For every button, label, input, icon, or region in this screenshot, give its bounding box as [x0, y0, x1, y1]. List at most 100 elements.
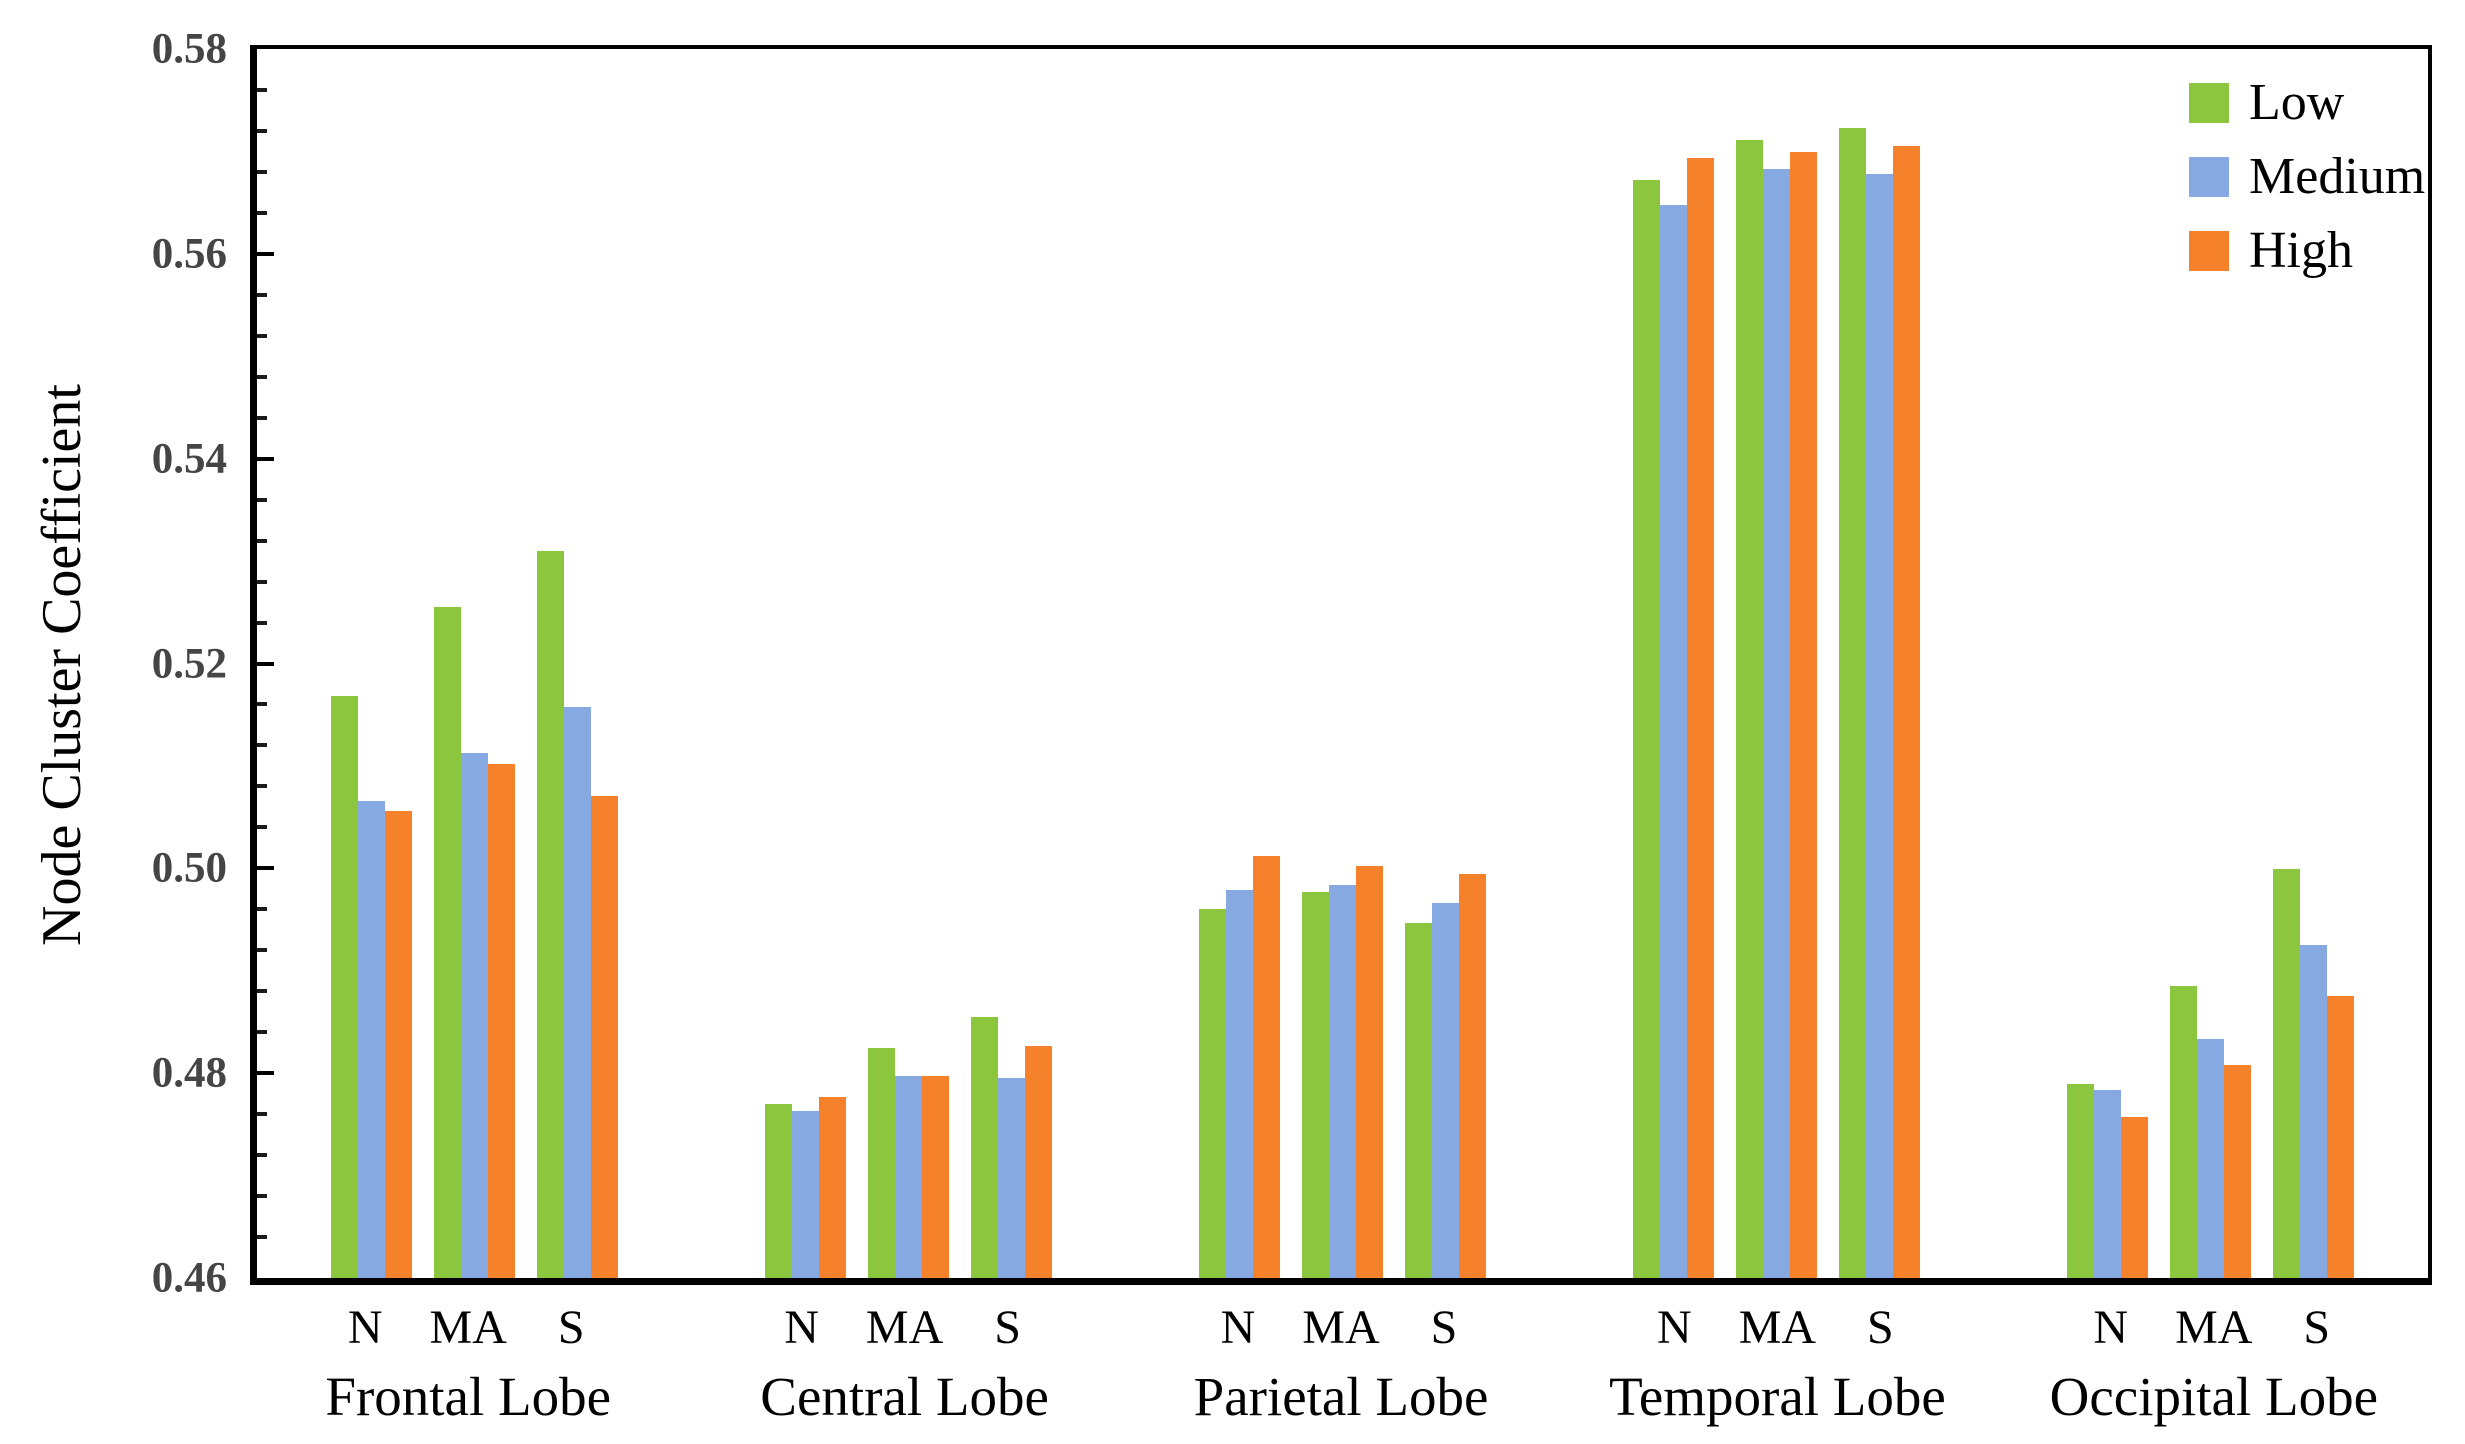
bar-frontal-lobe-n-low — [330, 696, 358, 1278]
legend-item-high: High — [2189, 225, 2425, 277]
sub-label-frontal-lobe-ma: MA — [429, 1301, 507, 1354]
minor-tick-0.476 — [257, 1112, 267, 1117]
bar-frontal-lobe-ma-medium — [460, 752, 488, 1278]
subgroup-temporal-lobe-n — [1633, 49, 1715, 1278]
group-central-lobe — [764, 49, 1052, 1278]
bar-groups — [257, 49, 2428, 1278]
sub-label-occipital-lobe-s: S — [2303, 1301, 2331, 1354]
bar-central-lobe-ma-low — [867, 1047, 895, 1278]
bar-occipital-lobe-n-low — [2067, 1084, 2095, 1278]
minor-tick-0.488 — [257, 989, 267, 994]
major-tick-0.520 — [257, 661, 274, 666]
major-tick-0.560 — [257, 251, 274, 256]
bar-occipital-lobe-ma-low — [2170, 986, 2198, 1278]
minor-tick-0.516 — [257, 702, 267, 707]
bar-occipital-lobe-n-medium — [2094, 1089, 2122, 1278]
subgroup-parietal-lobe-ma — [1301, 49, 1383, 1278]
bar-parietal-lobe-ma-medium — [1328, 884, 1356, 1278]
minor-tick-0.484 — [257, 1030, 267, 1035]
bar-temporal-lobe-n-medium — [1660, 204, 1688, 1278]
bar-parietal-lobe-s-low — [1404, 922, 1432, 1278]
bar-frontal-lobe-ma-high — [487, 763, 515, 1278]
legend-item-low: Low — [2189, 77, 2425, 129]
bar-occipital-lobe-s-medium — [2300, 945, 2328, 1278]
group-label-temporal-lobe: Temporal Lobe — [1609, 1366, 1946, 1427]
sub-label-parietal-lobe-n: N — [1220, 1301, 1256, 1354]
bar-frontal-lobe-n-medium — [357, 800, 385, 1278]
subgroup-central-lobe-s — [970, 49, 1052, 1278]
major-tick-0.540 — [257, 456, 274, 461]
minor-tick-0.568 — [257, 169, 267, 174]
y-tick-label-0.58: 0.58 — [151, 25, 227, 73]
y-tick-label-0.48: 0.48 — [151, 1049, 227, 1097]
bar-frontal-lobe-ma-low — [433, 607, 461, 1278]
group-frontal-lobe — [330, 49, 618, 1278]
bar-frontal-lobe-s-low — [536, 550, 564, 1278]
y-tick-label-0.46: 0.46 — [151, 1254, 227, 1302]
legend-label-medium: Medium — [2249, 148, 2426, 205]
group-label-central-lobe: Central Lobe — [760, 1366, 1049, 1427]
subgroup-central-lobe-ma — [867, 49, 949, 1278]
minor-tick-0.544 — [257, 415, 267, 420]
y-tick-label-0.52: 0.52 — [151, 640, 227, 687]
bar-frontal-lobe-n-high — [384, 810, 412, 1278]
minor-tick-0.492 — [257, 948, 267, 953]
sub-labels-parietal-lobe: N MA S — [1197, 1300, 1484, 1355]
minor-tick-0.552 — [257, 333, 267, 338]
bar-parietal-lobe-n-low — [1198, 909, 1226, 1278]
sub-label-parietal-lobe-s: S — [1430, 1301, 1458, 1354]
subgroup-parietal-lobe-s — [1404, 49, 1486, 1278]
bar-parietal-lobe-ma-high — [1355, 866, 1383, 1278]
minor-tick-0.472 — [257, 1153, 267, 1158]
low-swatch-icon — [2189, 83, 2229, 123]
minor-tick-0.564 — [257, 210, 267, 215]
bar-parietal-lobe-n-high — [1252, 856, 1280, 1278]
bar-parietal-lobe-ma-low — [1301, 891, 1329, 1278]
minor-tick-0.508 — [257, 784, 267, 789]
legend: Low Medium High — [2189, 77, 2425, 277]
sub-labels-central-lobe: N MA S — [761, 1300, 1048, 1355]
bar-central-lobe-n-low — [764, 1103, 792, 1278]
medium-swatch-icon — [2189, 157, 2229, 197]
subgroup-central-lobe-n — [764, 49, 846, 1278]
major-tick-0.480 — [257, 1071, 274, 1076]
bar-central-lobe-n-medium — [791, 1111, 819, 1278]
bar-parietal-lobe-n-medium — [1225, 889, 1253, 1278]
bar-occipital-lobe-s-low — [2273, 869, 2301, 1278]
bar-temporal-lobe-n-low — [1633, 180, 1661, 1278]
x-axis-group-labels: Frontal Lobe Central Lobe Parietal Lobe Tem… — [250, 1365, 2432, 1428]
sub-labels-temporal-lobe: N MA S — [1634, 1300, 1921, 1355]
bar-frontal-lobe-s-medium — [563, 706, 591, 1278]
legend-label-high: High — [2249, 222, 2353, 279]
sub-label-temporal-lobe-s: S — [1867, 1301, 1894, 1354]
subgroup-occipital-lobe-n — [2067, 49, 2149, 1278]
bar-temporal-lobe-ma-low — [1736, 140, 1764, 1278]
minor-tick-0.512 — [257, 743, 267, 748]
subgroup-temporal-lobe-s — [1839, 49, 1921, 1278]
x-axis-subgroup-labels: N MA S N MA S N MA S N MA S N MA S — [250, 1300, 2432, 1355]
subgroup-temporal-lobe-ma — [1736, 49, 1818, 1278]
bar-temporal-lobe-s-high — [1893, 146, 1921, 1278]
sub-label-central-lobe-ma: MA — [865, 1301, 944, 1354]
group-temporal-lobe — [1633, 49, 1921, 1278]
y-axis-title: Node Cluster Coefficient — [31, 384, 93, 946]
minor-tick-0.548 — [257, 374, 267, 379]
bar-central-lobe-n-high — [818, 1096, 846, 1278]
minor-tick-0.504 — [257, 825, 267, 830]
sub-label-occipital-lobe-ma: MA — [2175, 1301, 2253, 1354]
minor-tick-0.464 — [257, 1235, 267, 1240]
subgroup-frontal-lobe-n — [330, 49, 412, 1278]
bar-central-lobe-ma-medium — [894, 1076, 922, 1278]
bar-temporal-lobe-ma-high — [1790, 152, 1818, 1278]
bar-frontal-lobe-s-high — [590, 795, 618, 1278]
bar-central-lobe-s-low — [970, 1016, 998, 1278]
legend-label-low: Low — [2249, 74, 2345, 131]
sub-labels-frontal-lobe: N MA S — [325, 1300, 612, 1355]
y-tick-label-0.54: 0.54 — [151, 435, 227, 483]
bar-central-lobe-ma-high — [921, 1076, 949, 1278]
group-parietal-lobe — [1198, 49, 1486, 1278]
bar-occipital-lobe-ma-medium — [2197, 1039, 2225, 1278]
minor-tick-0.524 — [257, 620, 267, 625]
y-tick-label-0.56: 0.56 — [151, 230, 227, 278]
